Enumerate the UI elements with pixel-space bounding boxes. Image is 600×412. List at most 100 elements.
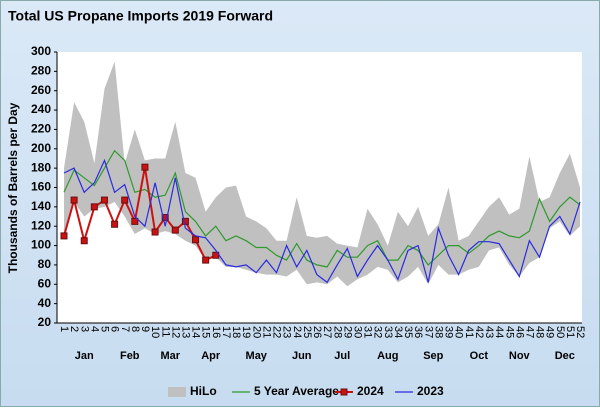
- marker: [171, 226, 179, 234]
- chart-title: Total US Propane Imports 2019 Forward: [8, 8, 273, 24]
- x-tick-label: 40: [453, 326, 465, 338]
- y-axis-label: Thousands of Barrels per Day: [6, 102, 20, 273]
- legend-label: HiLo: [190, 384, 217, 398]
- legend-label: 2023: [417, 384, 444, 398]
- x-tick-label: 48: [534, 326, 546, 338]
- marker: [80, 237, 88, 245]
- legend-marker: [340, 388, 348, 396]
- range-area: [64, 61, 580, 287]
- x-tick-label: 52: [574, 326, 586, 338]
- x-tick-label: 31: [362, 326, 374, 338]
- legend-label: 5 Year Average: [254, 384, 339, 398]
- x-tick-label: 28: [331, 326, 343, 338]
- x-tick-label: 15: [200, 326, 212, 338]
- x-tick-label: 30: [352, 326, 364, 338]
- x-tick-label: 16: [210, 326, 222, 338]
- x-tick-label: 18: [230, 326, 242, 338]
- marker: [60, 232, 68, 240]
- x-tick-label: 17: [220, 326, 232, 338]
- x-tick-label: 37: [422, 326, 434, 338]
- x-tick-label: 14: [190, 326, 202, 338]
- x-tick-label: 10: [149, 326, 161, 338]
- x-tick-label: 35: [402, 326, 414, 338]
- x-tick-label: 36: [412, 326, 424, 338]
- y-tick-label: 200: [31, 141, 51, 155]
- y-tick-label: 300: [31, 44, 51, 58]
- x-tick-label: 1: [58, 326, 70, 332]
- y-tick-label: 280: [31, 64, 51, 78]
- x-tick-label: 19: [240, 326, 252, 338]
- marker: [90, 203, 98, 211]
- month-label: Jun: [292, 350, 312, 362]
- x-tick-label: 38: [432, 326, 444, 338]
- y-tick-label: 120: [31, 218, 51, 232]
- x-tick-label: 26: [311, 326, 323, 338]
- marker: [141, 163, 149, 171]
- x-tick-label: 39: [443, 326, 455, 338]
- y-tick-label: 260: [31, 83, 51, 97]
- x-tick-label: 45: [503, 326, 515, 338]
- y-tick-label: 60: [38, 276, 52, 290]
- x-tick-label: 25: [301, 326, 313, 338]
- marker: [131, 217, 139, 225]
- x-tick-label: 23: [281, 326, 293, 338]
- marker: [192, 236, 200, 244]
- x-tick-label: 29: [341, 326, 353, 338]
- y-tick-label: 80: [38, 257, 52, 271]
- x-tick-label: 24: [291, 326, 303, 338]
- x-tick-label: 50: [554, 326, 566, 338]
- marker: [111, 220, 119, 228]
- marker: [70, 196, 78, 204]
- x-tick-label: 2: [68, 326, 80, 332]
- x-tick-label: 22: [271, 326, 283, 338]
- x-tick-label: 27: [321, 326, 333, 338]
- y-tick-label: 220: [31, 122, 51, 136]
- month-label: May: [246, 350, 268, 362]
- month-label: Mar: [160, 350, 180, 362]
- x-tick-label: 6: [109, 326, 121, 332]
- x-tick-label: 42: [473, 326, 485, 338]
- y-tick-label: 100: [31, 238, 51, 252]
- x-tick-label: 43: [483, 326, 495, 338]
- legend-swatch: [168, 387, 186, 397]
- marker: [181, 217, 189, 225]
- marker: [121, 196, 129, 204]
- month-label: Sep: [423, 350, 443, 362]
- x-tick-label: 44: [493, 326, 505, 338]
- x-tick-label: 3: [78, 326, 90, 332]
- y-tick-label: 140: [31, 199, 51, 213]
- month-label: Oct: [470, 350, 489, 362]
- x-tick-label: 21: [260, 326, 272, 338]
- x-tick-label: 9: [139, 326, 151, 332]
- x-tick-label: 11: [159, 326, 171, 337]
- marker: [151, 228, 159, 236]
- month-label: Apr: [201, 350, 221, 362]
- x-tick-label: 46: [513, 326, 525, 338]
- x-tick-label: 4: [88, 326, 100, 332]
- x-tick-label: 33: [382, 326, 394, 338]
- x-tick-label: 32: [372, 326, 384, 338]
- y-tick-label: 40: [38, 296, 52, 310]
- x-tick-label: 34: [392, 326, 404, 338]
- marker: [161, 214, 169, 222]
- y-tick-label: 160: [31, 180, 51, 194]
- month-label: Jan: [75, 350, 94, 362]
- month-label: Jul: [334, 350, 350, 362]
- legend-label: 2024: [357, 384, 384, 398]
- y-tick-label: 240: [31, 102, 51, 116]
- line: [63, 167, 217, 262]
- marker: [100, 196, 108, 204]
- x-tick-label: 7: [119, 326, 131, 332]
- month-label: Aug: [377, 350, 398, 362]
- x-tick-label: 12: [169, 326, 181, 338]
- x-tick-label: 47: [524, 326, 536, 338]
- y-tick-label: 20: [38, 315, 52, 329]
- line: [63, 158, 581, 284]
- x-tick-label: 51: [564, 326, 576, 338]
- x-tick-label: 49: [544, 326, 556, 338]
- month-label: Nov: [509, 350, 531, 362]
- month-label: Feb: [120, 350, 140, 362]
- x-tick-label: 20: [250, 326, 262, 338]
- x-tick-label: 5: [99, 326, 111, 332]
